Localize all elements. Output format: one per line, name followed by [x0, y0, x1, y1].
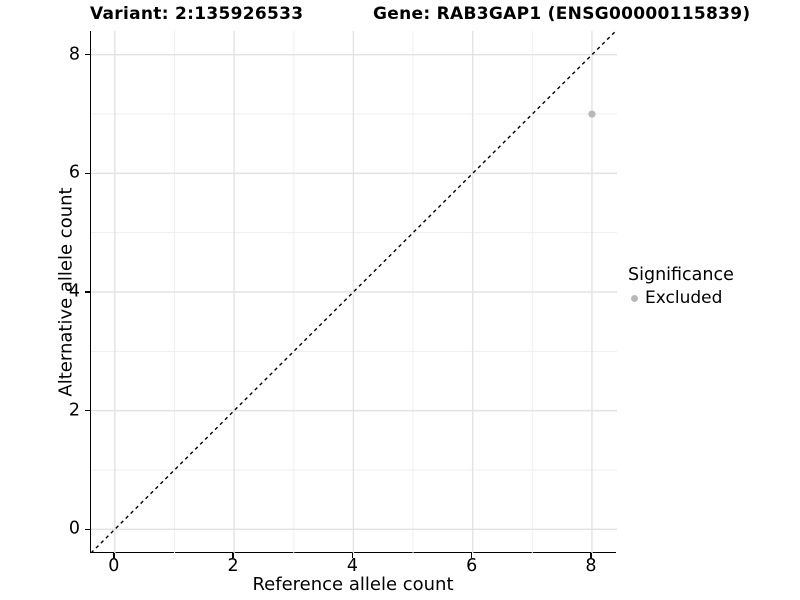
- identity-line: [91, 31, 617, 553]
- plot-area-svg: [91, 31, 617, 553]
- x-tick-mark: [232, 553, 234, 558]
- y-tick-label: 8: [68, 44, 80, 65]
- x-tick-label: 2: [227, 556, 239, 576]
- y-tick-label: 4: [68, 281, 80, 302]
- y-tick-mark: [85, 172, 90, 175]
- x-tick-mark: [351, 553, 354, 558]
- x-tick-label: 0: [108, 556, 120, 576]
- x-axis-title: Reference allele count: [252, 574, 454, 595]
- x-tick-mark: [113, 553, 115, 558]
- y-tick-mark: [85, 54, 90, 56]
- legend-title: Significance: [628, 265, 734, 285]
- x-tick-mark: [590, 553, 592, 558]
- x-tick-label: 6: [466, 556, 478, 576]
- legend-item-excluded: Excluded: [628, 288, 734, 308]
- legend-point-icon: [631, 294, 638, 302]
- y-tick-mark: [85, 409, 90, 412]
- y-tick-label: 2: [68, 400, 80, 421]
- data-point: [588, 110, 596, 118]
- y-tick-mark: [85, 291, 90, 293]
- x-tick-label: 4: [346, 556, 358, 576]
- x-tick-mark: [470, 553, 473, 558]
- legend: Significance Excluded: [628, 265, 734, 308]
- y-tick-label: 0: [68, 518, 80, 539]
- variant-title: Variant: 2:135926533: [90, 4, 304, 24]
- x-tick-label: 8: [585, 556, 597, 576]
- y-tick-mark: [85, 528, 90, 530]
- plot-panel: [90, 31, 617, 553]
- gene-title: Gene: RAB3GAP1 (ENSG00000115839): [373, 4, 751, 24]
- y-tick-label: 6: [68, 162, 80, 183]
- legend-item-label: Excluded: [645, 288, 723, 308]
